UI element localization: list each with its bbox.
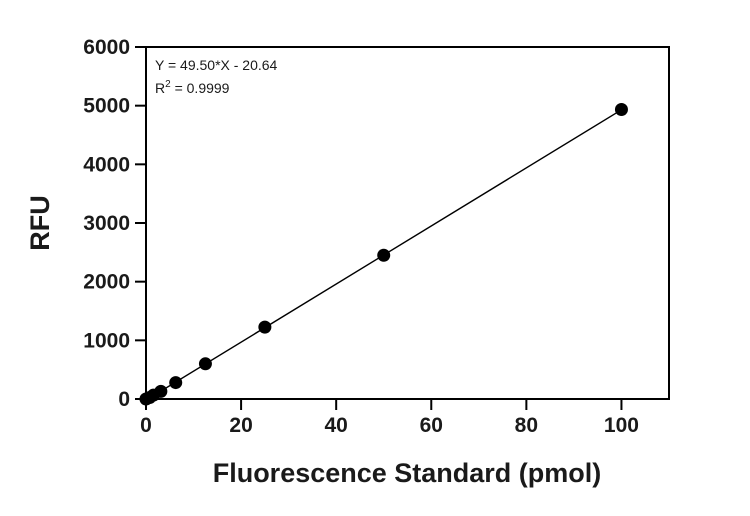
y-tick-label: 4000 <box>83 153 130 176</box>
data-point <box>169 376 183 390</box>
r-squared-value: = 0.9999 <box>171 80 230 96</box>
x-axis-title: Fluorescence Standard (pmol) <box>213 458 602 488</box>
x-tick-label: 100 <box>604 414 639 437</box>
data-point <box>198 357 212 371</box>
r-squared-label: R2 = 0.9999 <box>155 79 230 96</box>
y-tick-label: 1000 <box>83 329 130 352</box>
y-tick-label: 0 <box>118 388 130 411</box>
x-tick-label: 60 <box>420 414 443 437</box>
data-point <box>377 248 391 262</box>
data-point <box>614 102 628 116</box>
y-tick-label: 2000 <box>83 271 130 294</box>
data-point <box>258 320 272 334</box>
data-point <box>154 384 168 398</box>
y-axis-title: RFU <box>25 195 55 251</box>
r-squared-prefix: R <box>155 80 165 96</box>
y-tick-label: 3000 <box>83 212 130 235</box>
plot-frame <box>145 46 670 400</box>
data-points <box>139 102 628 406</box>
regression-equation: Y = 49.50*X - 20.64 <box>155 57 278 73</box>
y-tick-label: 5000 <box>83 95 130 118</box>
y-tick-label: 6000 <box>83 36 130 59</box>
x-tick-label: 40 <box>325 414 348 437</box>
axis-ticks: 0 1000 2000 3000 4000 5000 6000 0 20 40 60 80 100 <box>83 36 639 437</box>
plot-border <box>145 46 670 400</box>
x-tick-label: 20 <box>229 414 252 437</box>
r-squared-superscript: 2 <box>165 79 171 90</box>
x-tick-label: 80 <box>515 414 538 437</box>
x-tick-label: 0 <box>140 414 152 437</box>
